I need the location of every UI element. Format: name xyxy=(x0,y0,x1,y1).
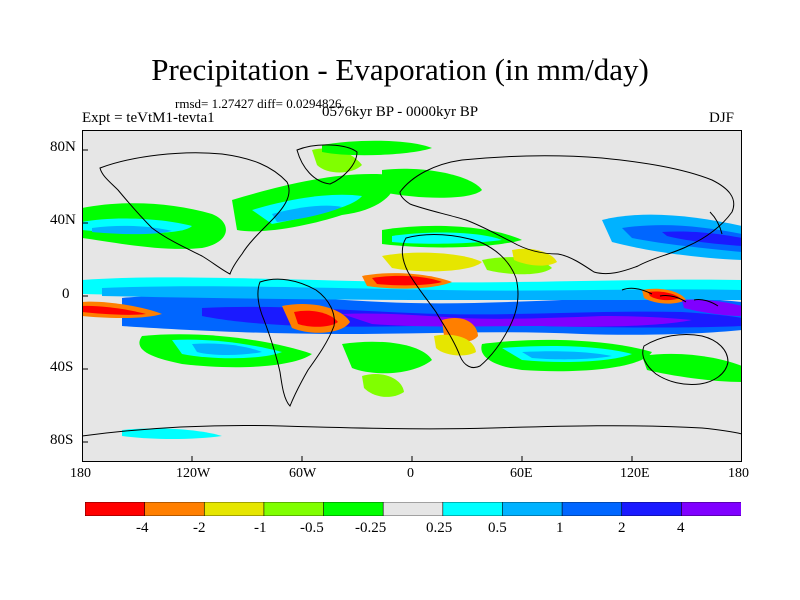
experiment-label: Expt = teVtM1-tevta1 xyxy=(82,110,215,126)
field-west-pacific-violet xyxy=(682,299,742,316)
season-label: DJF xyxy=(709,110,735,126)
field-southern-ocean-green xyxy=(362,373,404,397)
colorbar-label-2: -2 xyxy=(193,520,206,536)
x-label-120w: 120W xyxy=(176,466,211,481)
colorbar-swatch-4 xyxy=(263,502,325,516)
coast-south-america xyxy=(257,278,335,407)
coast-europe-asia xyxy=(399,155,735,275)
x-label-60w: 60W xyxy=(289,466,317,481)
chart-title: Precipitation - Evaporation (in mm/day) xyxy=(151,52,649,87)
colorbar-swatch-2 xyxy=(144,502,206,516)
pme-map xyxy=(82,130,742,462)
colorbar-label-10: 4 xyxy=(677,520,685,536)
colorbar-swatch-6 xyxy=(382,502,444,516)
x-label-180e: 180 xyxy=(728,466,749,481)
colorbar-swatch-3 xyxy=(203,502,265,516)
colorbar-swatch-5 xyxy=(323,502,384,516)
field-itcz-violet xyxy=(342,313,692,327)
coast-greenland xyxy=(296,144,358,185)
field-north-atlantic-green xyxy=(312,148,362,173)
colorbar xyxy=(85,502,741,516)
field-sh-south-pacific-green xyxy=(642,353,742,382)
y-label-40n: 40N xyxy=(50,212,76,228)
x-label-0: 0 xyxy=(407,466,414,481)
coast-japan xyxy=(709,211,723,235)
colorbar-swatch-10 xyxy=(621,502,683,516)
y-label-80s: 80S xyxy=(50,432,74,448)
rmsd-diff-stats: rmsd= 1.27427 diff= 0.0294826 xyxy=(175,96,342,111)
field-sh-atlantic-green xyxy=(342,341,432,374)
field-central-pacific-red xyxy=(82,305,146,315)
colorbar-label-7: 0.5 xyxy=(488,520,507,536)
colorbar-swatch-1 xyxy=(85,502,146,516)
field-atlantic-red xyxy=(372,275,442,286)
coast-indonesia xyxy=(621,287,719,307)
colorbar-label-4: -0.5 xyxy=(300,520,324,536)
field-north-africa-yellow xyxy=(382,252,482,272)
field-antarctic-cyan xyxy=(122,428,222,439)
y-label-40s: 40S xyxy=(50,359,74,375)
colorbar-swatch-11 xyxy=(681,502,741,516)
coast-australia xyxy=(642,333,729,385)
y-label-80n: 80N xyxy=(50,139,76,155)
coast-africa xyxy=(401,234,519,369)
coastlines xyxy=(82,144,742,437)
field-arctic-green xyxy=(322,140,432,156)
colorbar-swatch-9 xyxy=(561,502,623,516)
field-sh-pacific-blue xyxy=(192,343,262,355)
field-south-america-red xyxy=(294,310,338,327)
x-label-120e: 120E xyxy=(620,466,650,481)
colorbar-swatch-8 xyxy=(502,502,563,516)
field-europe-green xyxy=(382,168,482,198)
colorbar-label-3: -1 xyxy=(254,520,267,536)
field-sh-indian-blue xyxy=(522,351,612,360)
axis-ticks xyxy=(82,149,633,462)
x-label-180w: 180 xyxy=(70,466,91,481)
colorbar-swatch-7 xyxy=(442,502,504,516)
y-label-0: 0 xyxy=(62,286,70,302)
field-nh-atlantic-blue xyxy=(272,205,342,222)
colorbar-label-6: 0.25 xyxy=(426,520,453,536)
colorbar-label-8: 1 xyxy=(556,520,564,536)
colorbar-label-9: 2 xyxy=(618,520,626,536)
colorbar-label-5: -0.25 xyxy=(355,520,387,536)
colorbar-label-1: -4 xyxy=(136,520,149,536)
coast-antarctica xyxy=(82,425,742,437)
period-label: 0576kyr BP - 0000kyr BP xyxy=(322,104,479,120)
x-label-60e: 60E xyxy=(510,466,533,481)
coast-north-america xyxy=(99,152,290,275)
